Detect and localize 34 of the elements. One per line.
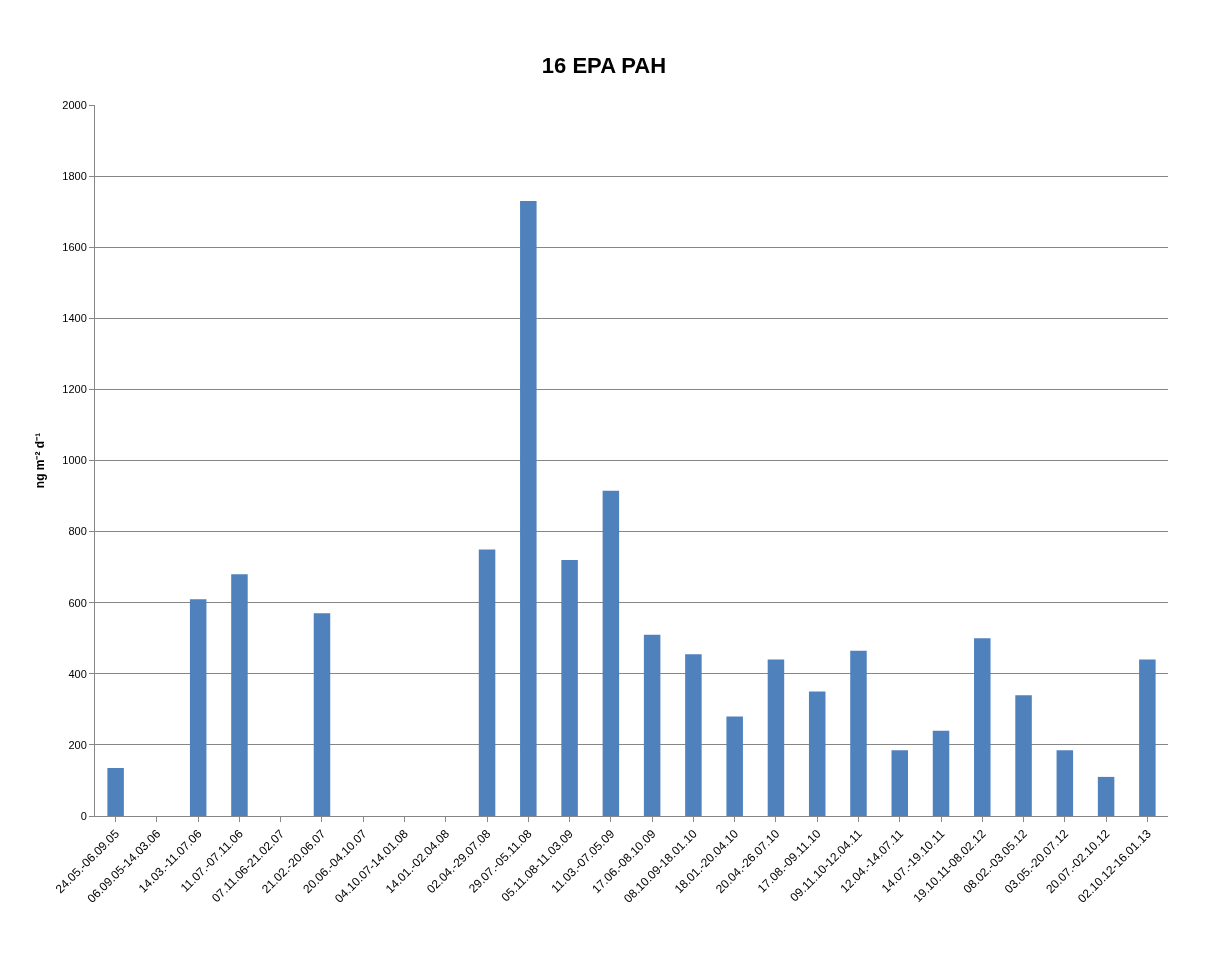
y-tick-label: 800 [68,525,87,538]
bar [520,200,537,816]
y-axis-title: ng m⁻² d⁻¹ [32,432,47,489]
bar [189,599,207,816]
bar [1015,695,1032,816]
bar [767,659,785,816]
y-tick-label: 0 [80,809,87,822]
bar [808,691,826,816]
bar [602,490,620,816]
bar [478,549,496,816]
bar [726,716,743,816]
y-tick-label: 1600 [62,241,87,254]
bar [974,638,991,816]
chart-title: 16 EPA PAH [541,53,667,79]
y-tick-label: 1200 [62,383,87,396]
y-tick-label: 2000 [62,98,87,111]
y-tick-label: 200 [68,738,87,751]
y-tick-label: 1000 [62,454,87,467]
bar [1097,776,1115,816]
y-tick-label: 1800 [62,169,87,182]
bar [891,750,908,816]
bar [561,560,578,816]
bar [313,613,331,816]
bar [1139,659,1156,816]
y-tick-label: 400 [68,667,87,680]
bar [231,574,248,816]
y-tick-label: 1400 [62,312,87,325]
bar [643,634,661,816]
bar [1056,750,1074,816]
bar [107,768,124,816]
y-tick-label: 600 [68,596,87,609]
bar [685,654,702,816]
bar [932,730,950,816]
bar [850,650,867,816]
